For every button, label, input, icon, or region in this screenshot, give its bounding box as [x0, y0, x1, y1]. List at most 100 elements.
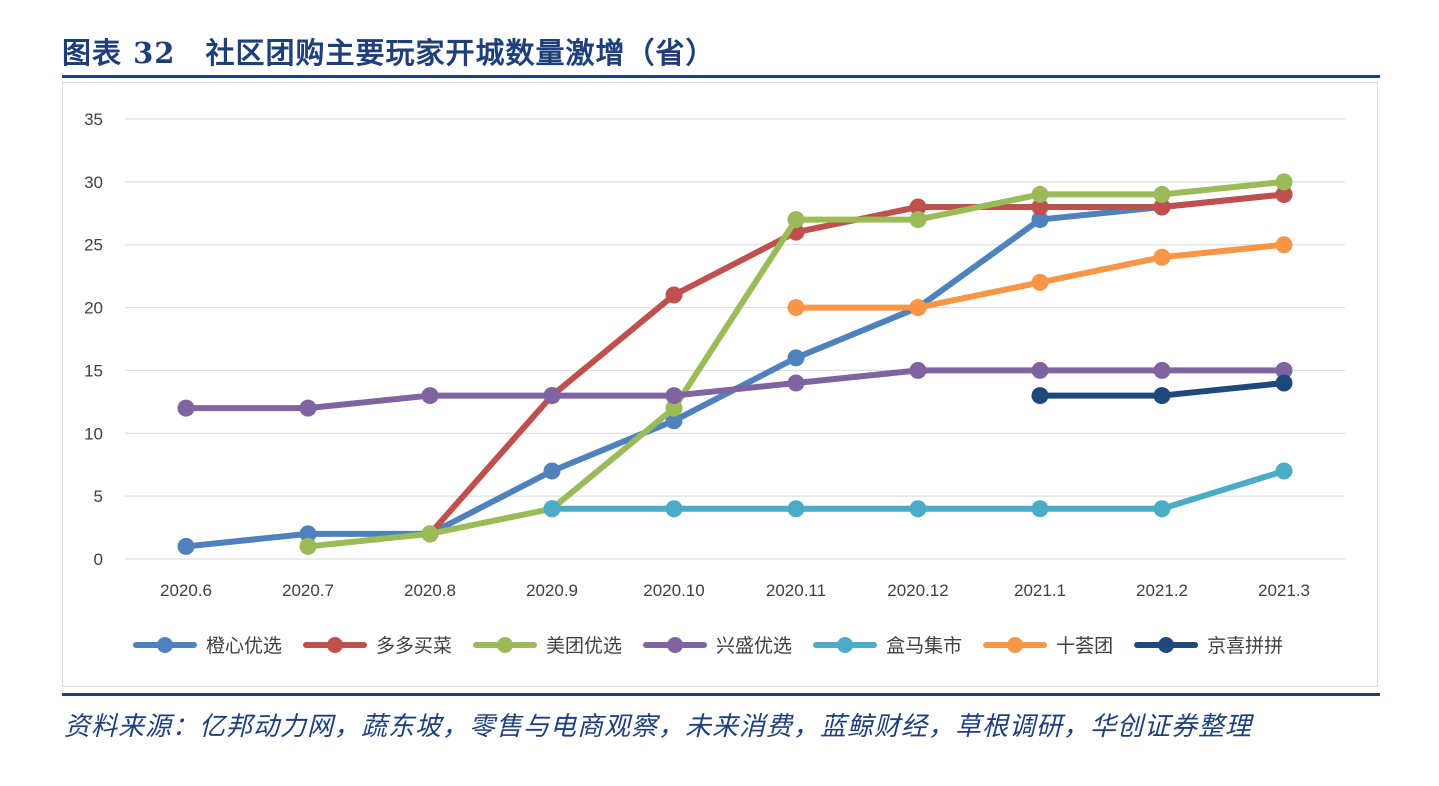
legend-item: 美团优选: [473, 635, 622, 657]
data-point: [1031, 273, 1049, 291]
chart-frame: [62, 82, 1378, 687]
data-point: [909, 198, 927, 216]
data-point: [421, 387, 439, 405]
data-point: [787, 349, 805, 367]
data-point: [1153, 248, 1171, 266]
legend-swatch-marker: [1007, 637, 1024, 653]
data-point: [299, 537, 317, 555]
data-point: [1275, 185, 1293, 203]
legend: 橙心优选 多多买菜 美团优选 兴盛优选 盒马集市 十荟团 京喜拼拼: [133, 635, 1283, 657]
figure-header: 图表 32 社区团购主要玩家开城数量激增（省）: [62, 26, 1380, 78]
y-tick-label: 30: [84, 173, 103, 192]
data-point: [1031, 211, 1049, 229]
data-point: [909, 299, 927, 317]
data-point: [1275, 236, 1293, 254]
x-tick-label: 2020.9: [526, 581, 578, 600]
legend-swatch-marker: [327, 637, 344, 653]
data-point: [1275, 361, 1293, 379]
data-point: [1153, 500, 1171, 518]
source-note: 资料来源：亿邦动力网，蔬东坡，零售与电商观察，未来消费，蓝鲸财经，草根调研，华创…: [64, 712, 1253, 742]
data-point: [787, 299, 805, 317]
data-point: [1031, 500, 1049, 518]
data-point: [421, 525, 439, 543]
data-point: [665, 286, 683, 304]
y-axis-ticks: 0 5 10 15 20 25 30 35: [84, 110, 103, 569]
series-2: [299, 173, 1293, 555]
data-point: [665, 500, 683, 518]
legend-swatch-marker: [497, 637, 514, 653]
x-tick-label: 2020.12: [887, 581, 948, 600]
data-point: [177, 537, 195, 555]
legend-swatch-marker: [157, 637, 173, 653]
header-divider: [62, 75, 1380, 78]
figure-title: 图表 32 社区团购主要玩家开城数量激增（省）: [62, 30, 715, 72]
legend-item: 十荟团: [983, 635, 1113, 657]
data-point: [1031, 185, 1049, 203]
data-point: [1275, 173, 1293, 191]
x-tick-label: 2021.2: [1136, 581, 1188, 600]
y-tick-label: 35: [84, 110, 103, 129]
legend-item: 多多买菜: [303, 635, 452, 657]
data-point: [543, 500, 561, 518]
data-point: [1031, 361, 1049, 379]
gridlines: [125, 118, 1345, 560]
data-point: [1275, 374, 1293, 392]
figure-title-text: 社区团购主要玩家开城数量激增（省）: [205, 36, 716, 70]
data-point: [787, 211, 805, 229]
y-tick-label: 5: [94, 487, 103, 506]
legend-item: 盒马集市: [813, 635, 962, 657]
y-tick-label: 10: [84, 424, 103, 443]
data-point: [1153, 387, 1171, 405]
data-point: [177, 399, 195, 417]
x-tick-label: 2021.1: [1014, 581, 1066, 600]
y-tick-label: 0: [94, 550, 103, 569]
legend-swatch-marker: [837, 637, 854, 653]
legend-item: 京喜拼拼: [1134, 635, 1283, 657]
data-point: [665, 387, 683, 405]
legend-label: 橙心优选: [206, 635, 282, 657]
series-3: [177, 361, 1293, 417]
x-axis-ticks: 2020.6 2020.7 2020.8 2020.9 2020.10 2020.11 20…: [160, 581, 1310, 600]
data-point: [909, 211, 927, 229]
data-point: [299, 399, 317, 417]
x-tick-label: 2020.6: [160, 581, 212, 600]
footer-divider: [62, 693, 1380, 696]
data-point: [1031, 387, 1049, 405]
figure-number: 图表 32: [62, 36, 176, 70]
y-tick-label: 25: [84, 236, 103, 255]
data-point: [543, 387, 561, 405]
legend-item: 兴盛优选: [643, 635, 792, 657]
series-6: [1031, 374, 1293, 405]
data-point: [1275, 462, 1293, 480]
data-point: [1153, 361, 1171, 379]
y-tick-label: 15: [84, 361, 103, 380]
series-line: [183, 367, 1287, 412]
legend-label: 兴盛优选: [716, 635, 792, 657]
series-4: [543, 462, 1293, 518]
data-point: [787, 500, 805, 518]
x-tick-label: 2021.3: [1258, 581, 1310, 600]
x-tick-label: 2020.11: [766, 581, 826, 600]
data-point: [1031, 198, 1049, 216]
data-point: [665, 412, 683, 430]
legend-label: 多多买菜: [376, 635, 452, 657]
data-point: [909, 361, 927, 379]
y-tick-label: 20: [84, 299, 103, 318]
data-point: [1153, 185, 1171, 203]
data-point: [543, 462, 561, 480]
x-tick-label: 2020.10: [643, 581, 704, 600]
legend-item: 橙心优选: [133, 635, 282, 657]
legend-swatch-marker: [1158, 637, 1175, 653]
data-point: [1153, 198, 1171, 216]
legend-label: 十荟团: [1056, 635, 1113, 657]
legend-label: 京喜拼拼: [1207, 635, 1283, 657]
legend-swatch-marker: [667, 637, 684, 653]
legend-label: 美团优选: [546, 635, 622, 657]
series-5: [787, 236, 1293, 317]
series-line: [427, 191, 1287, 537]
x-tick-label: 2020.7: [282, 581, 334, 600]
data-point: [787, 374, 805, 392]
legend-label: 盒马集市: [886, 635, 962, 657]
data-point: [299, 525, 317, 543]
